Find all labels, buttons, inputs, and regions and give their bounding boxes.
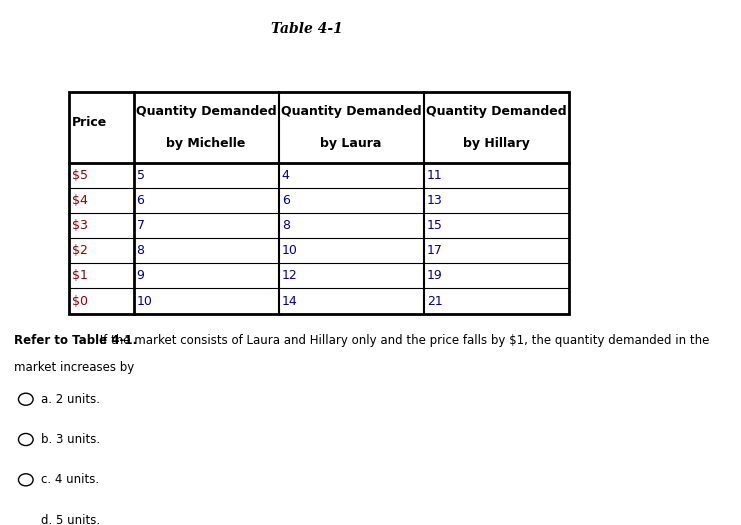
Text: $5: $5 [72, 169, 87, 182]
Text: by Michelle: by Michelle [167, 137, 246, 150]
Text: 8: 8 [136, 244, 144, 257]
Text: 21: 21 [427, 295, 442, 308]
Text: If the market consists of Laura and Hillary only and the price falls by $1, the : If the market consists of Laura and Hill… [96, 334, 709, 346]
Text: Quantity Demanded: Quantity Demanded [136, 104, 276, 118]
Text: 4: 4 [282, 169, 290, 182]
Text: 10: 10 [136, 295, 153, 308]
Text: 12: 12 [282, 269, 297, 282]
Text: 5: 5 [136, 169, 144, 182]
Text: Table 4-1: Table 4-1 [270, 22, 342, 36]
Text: c. 4 units.: c. 4 units. [41, 474, 99, 486]
Text: a. 2 units.: a. 2 units. [41, 393, 100, 406]
Text: by Hillary: by Hillary [463, 137, 530, 150]
Text: 15: 15 [427, 219, 442, 232]
Text: $2: $2 [72, 244, 87, 257]
Text: 14: 14 [282, 295, 297, 308]
Text: 11: 11 [427, 169, 442, 182]
Text: market increases by: market increases by [13, 361, 134, 374]
Text: 6: 6 [136, 194, 144, 207]
Text: 17: 17 [427, 244, 442, 257]
Text: 19: 19 [427, 269, 442, 282]
Text: $3: $3 [72, 219, 87, 232]
Text: by Laura: by Laura [320, 137, 382, 150]
Text: Refer to Table 4-1.: Refer to Table 4-1. [13, 334, 137, 346]
Text: b. 3 units.: b. 3 units. [41, 433, 100, 446]
Text: 13: 13 [427, 194, 442, 207]
Text: $0: $0 [72, 295, 87, 308]
Text: 6: 6 [282, 194, 290, 207]
Text: Quantity Demanded: Quantity Demanded [426, 104, 567, 118]
Text: Quantity Demanded: Quantity Demanded [281, 104, 422, 118]
Text: $4: $4 [72, 194, 87, 207]
Text: 9: 9 [136, 269, 144, 282]
Text: d. 5 units.: d. 5 units. [41, 513, 100, 525]
Text: $1: $1 [72, 269, 87, 282]
Text: 8: 8 [282, 219, 290, 232]
Text: 7: 7 [136, 219, 144, 232]
Text: 10: 10 [282, 244, 298, 257]
Text: Price: Price [72, 116, 107, 129]
